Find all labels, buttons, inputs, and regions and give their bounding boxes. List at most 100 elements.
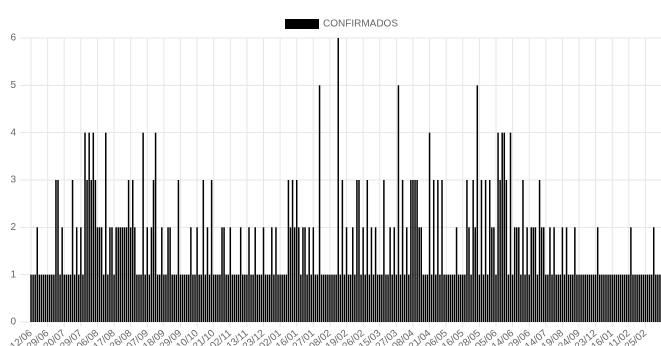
bar: [501, 132, 503, 322]
bar: [439, 274, 441, 322]
bar: [495, 274, 497, 322]
bar: [260, 274, 263, 322]
bar: [281, 274, 283, 322]
bar: [94, 180, 97, 322]
bar: [445, 274, 447, 322]
bar: [586, 274, 589, 322]
bar: [605, 274, 607, 322]
bar: [248, 227, 250, 322]
bar: [46, 274, 49, 322]
bar: [279, 274, 281, 322]
bar: [154, 132, 157, 322]
bar: [183, 274, 186, 322]
bar: [650, 274, 653, 322]
bar: [302, 227, 304, 322]
bar: [648, 274, 651, 322]
bar: [590, 274, 593, 322]
bar: [239, 227, 242, 322]
bar: [107, 274, 109, 322]
bar: [642, 274, 645, 322]
bar: [387, 274, 389, 322]
bar: [505, 180, 508, 322]
bar: [426, 274, 429, 322]
bar: [113, 274, 115, 322]
bar: [607, 274, 609, 322]
bar: [437, 180, 439, 322]
bar: [287, 180, 290, 322]
bar: [538, 180, 541, 322]
legend: CONFIRMADOS: [285, 19, 398, 30]
bar: [78, 274, 80, 322]
bar: [376, 274, 379, 322]
bar: [430, 274, 433, 322]
bar: [273, 274, 275, 322]
bar: [134, 227, 136, 322]
bar: [121, 227, 124, 322]
bar: [549, 227, 551, 322]
bar: [405, 227, 408, 322]
bar: [111, 227, 113, 322]
bar: [188, 274, 190, 322]
bar: [242, 274, 244, 322]
bar: [655, 274, 657, 322]
bar: [520, 274, 522, 322]
bar: [594, 274, 597, 322]
bar: [167, 227, 169, 322]
bar: [175, 274, 178, 322]
bar: [368, 274, 371, 322]
bar: [322, 274, 325, 322]
bar: [640, 274, 643, 322]
bar: [455, 227, 458, 322]
bar: [304, 227, 306, 322]
bar: [499, 180, 501, 322]
bar: [225, 274, 227, 322]
bar: [511, 274, 514, 322]
bar: [480, 180, 483, 322]
bar: [109, 227, 111, 322]
bar: [449, 274, 452, 322]
bar: [177, 180, 180, 322]
bar: [482, 274, 485, 322]
bar: [331, 274, 333, 322]
bar: [588, 274, 591, 322]
bar: [615, 274, 618, 322]
bar: [277, 274, 279, 322]
bar: [503, 132, 506, 322]
bar: [422, 274, 425, 322]
bar: [366, 180, 369, 322]
bar: [256, 274, 259, 322]
bar: [163, 274, 165, 322]
y-tick-label: 4: [10, 127, 16, 138]
bar: [408, 274, 410, 322]
bar: [40, 274, 43, 322]
bar: [221, 227, 223, 322]
y-tick-label: 6: [10, 33, 16, 44]
bar: [464, 274, 466, 322]
bar: [459, 274, 462, 322]
bar: [36, 227, 39, 322]
bar: [310, 274, 312, 322]
bar: [44, 274, 47, 322]
bar: [293, 227, 296, 322]
bar: [497, 132, 499, 322]
bar: [580, 274, 582, 322]
bar: [165, 274, 167, 322]
bar: [403, 274, 406, 322]
bar: [102, 274, 105, 322]
bar: [223, 227, 225, 322]
bar: [613, 274, 616, 322]
bar: [179, 274, 182, 322]
bar: [603, 274, 605, 322]
bar: [148, 274, 151, 322]
bar: [574, 227, 576, 322]
bar: [115, 227, 117, 322]
bar: [190, 227, 192, 322]
bar: [472, 180, 474, 322]
bar: [30, 274, 32, 322]
bar: [611, 274, 613, 322]
bar: [264, 274, 267, 322]
bar: [119, 227, 122, 322]
bar: [507, 274, 510, 322]
bar: [198, 274, 200, 322]
bar: [32, 274, 34, 322]
